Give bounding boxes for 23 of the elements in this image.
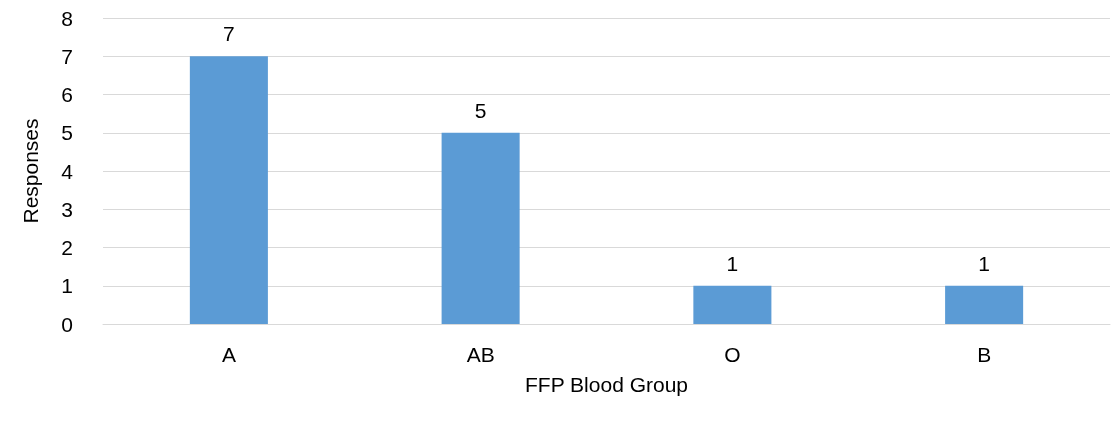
y-tick-label: 1 (61, 274, 73, 298)
x-tick-label: AB (466, 343, 495, 366)
y-tick-label: 6 (61, 83, 73, 106)
y-tick-label: 7 (61, 44, 73, 68)
bar (189, 56, 268, 324)
data-label: 1 (726, 251, 739, 275)
x-tick-label: A (221, 343, 236, 366)
y-tick-label: 3 (61, 197, 73, 221)
bar (945, 285, 1024, 324)
y-tick-label: 5 (61, 121, 73, 145)
y-axis-title: Responses (19, 118, 42, 224)
x-axis-title: FFP Blood Group (524, 373, 689, 396)
y-tick-label: 4 (61, 159, 74, 183)
x-tick-label: B (977, 343, 992, 366)
bar (693, 285, 772, 324)
data-label: 1 (978, 251, 990, 275)
y-tick-label: 8 (61, 6, 73, 30)
data-label: 7 (223, 22, 235, 46)
bar (441, 132, 520, 324)
y-tick-label: 2 (61, 236, 73, 259)
y-tick-label: 0 (61, 312, 73, 336)
data-label: 5 (474, 98, 487, 122)
x-tick-label: O (724, 343, 741, 366)
